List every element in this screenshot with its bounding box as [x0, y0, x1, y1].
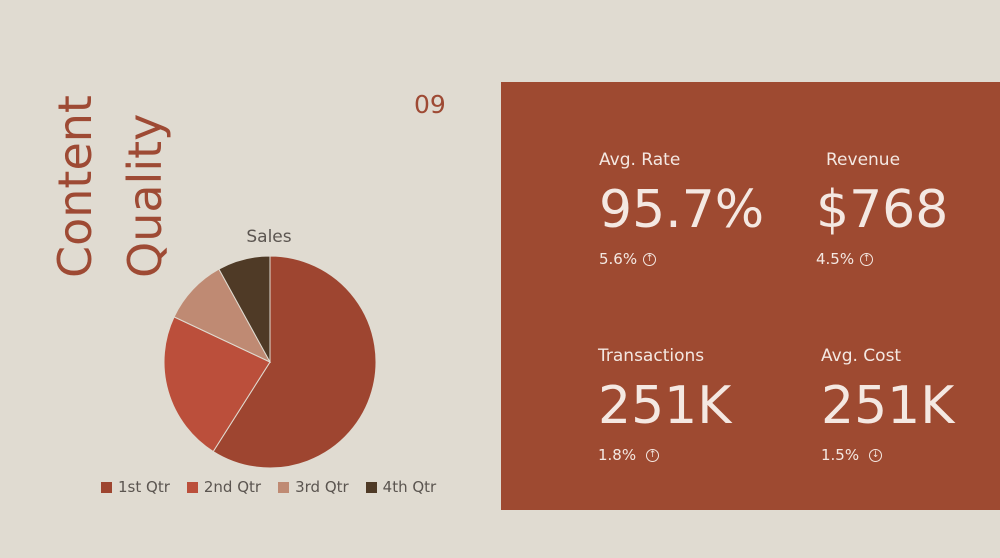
kpi-change-value: 4.5% — [816, 250, 855, 268]
legend-swatch-3rd-qtr — [278, 481, 290, 493]
chart-legend: 1st Qtr 2nd Qtr 3rd Qtr 4th Qtr — [101, 478, 436, 496]
legend-label-3rd-qtr: 3rd Qtr — [295, 478, 349, 496]
arrow-up-circle-icon: ↑ — [860, 252, 874, 266]
kpi-revenue: Revenue $768 4.5% ↑ — [816, 150, 948, 268]
kpi-value: $768 — [816, 180, 949, 240]
legend-swatch-4th-qtr — [365, 481, 377, 493]
kpi-value: 95.7% — [599, 180, 765, 240]
legend-label-1st-qtr: 1st Qtr — [118, 478, 170, 496]
pie-slice-4th-qtr — [218, 255, 271, 363]
kpi-change: 1.5% ↓ — [821, 446, 954, 464]
kpi-change: 4.5% ↑ — [816, 250, 948, 268]
slide-number: 09 — [414, 90, 446, 119]
legend-item-4th-qtr: 4th Qtr — [365, 478, 437, 496]
kpi-change-value: 1.8% — [598, 446, 637, 464]
arrow-up-circle-icon: ↑ — [646, 448, 660, 462]
legend-swatch-1st-qtr — [101, 481, 112, 493]
sales-pie-chart — [163, 255, 377, 469]
slide-title-line-1: Content — [48, 95, 102, 278]
kpi-value: 251K — [821, 376, 955, 436]
kpi-panel: Avg. Rate 95.7% 5.6% ↑ Revenue $768 4.5%… — [501, 82, 1000, 510]
kpi-label: Avg. Rate — [599, 150, 681, 170]
kpi-value: 251K — [598, 376, 732, 436]
arrow-down-circle-icon: ↓ — [869, 448, 883, 462]
kpi-label: Avg. Cost — [821, 346, 902, 366]
kpi-avg-rate: Avg. Rate 95.7% 5.6% ↑ — [599, 150, 764, 268]
legend-item-2nd-qtr: 2nd Qtr — [186, 478, 262, 496]
kpi-change: 5.6% ↑ — [599, 250, 764, 268]
legend-swatch-2nd-qtr — [186, 481, 198, 493]
legend-label-4th-qtr: 4th Qtr — [382, 478, 437, 496]
legend-label-2nd-qtr: 2nd Qtr — [203, 478, 262, 496]
kpi-change: 1.8% ↑ — [598, 446, 731, 464]
kpi-change-value: 1.5% — [821, 446, 860, 464]
kpi-label: Transactions — [598, 346, 705, 366]
kpi-transactions: Transactions 251K 1.8% ↑ — [598, 346, 731, 464]
pie-slice-2nd-qtr — [163, 316, 271, 453]
kpi-change-value: 5.6% — [599, 250, 638, 268]
slide-title-line-2: Quality — [118, 113, 172, 278]
slide-title: Content Quality — [40, 95, 180, 278]
arrow-up-circle-icon: ↑ — [643, 252, 657, 266]
legend-item-3rd-qtr: 3rd Qtr — [278, 478, 349, 496]
legend-item-1st-qtr: 1st Qtr — [101, 478, 170, 496]
chart-title: Sales — [246, 227, 292, 247]
kpi-avg-cost: Avg. Cost 251K 1.5% ↓ — [821, 346, 954, 464]
pie-slice-1st-qtr — [212, 255, 377, 469]
kpi-label: Revenue — [826, 150, 901, 170]
